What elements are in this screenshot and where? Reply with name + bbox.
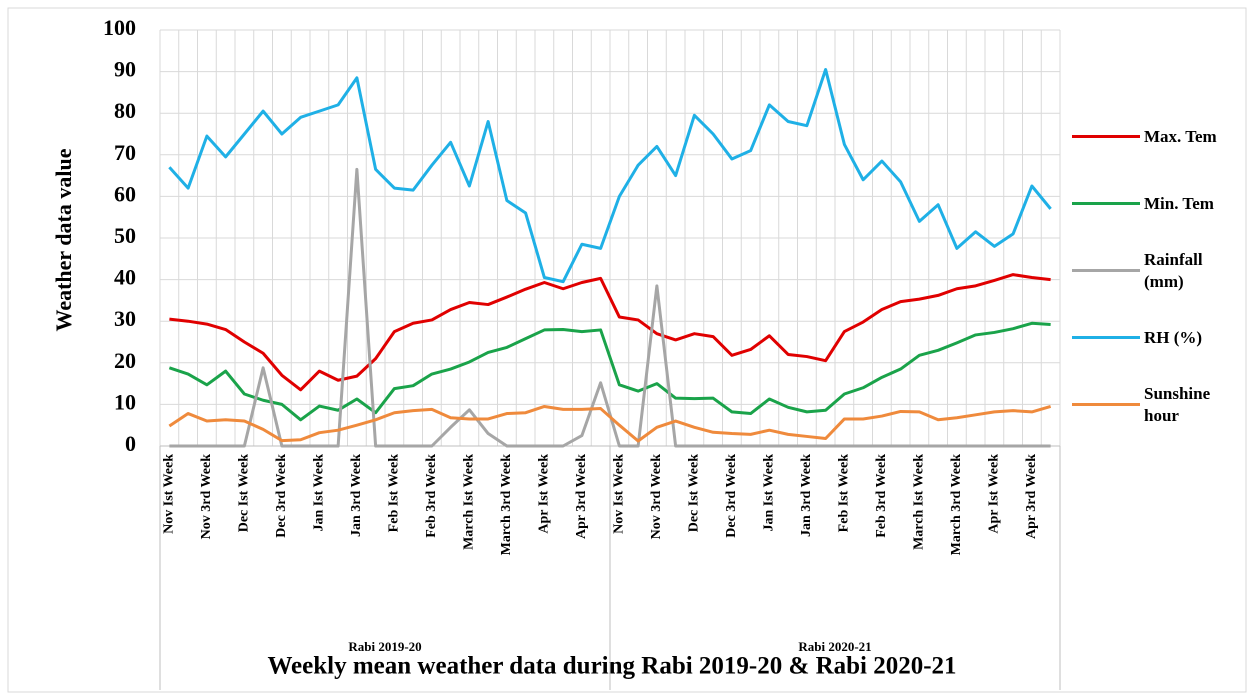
x-tick-label: Feb Ist Week	[837, 454, 852, 533]
x-tick-label: Dec 3rd Week	[274, 454, 289, 538]
x-tick-label: Nov Ist Week	[162, 454, 177, 534]
y-tick-label: 80	[114, 98, 136, 123]
legend-label: Sunshine hour	[1144, 383, 1211, 425]
legend-label: RH (%)	[1144, 327, 1203, 347]
x-tick-label: Apr Ist Week	[987, 454, 1002, 534]
series-line	[169, 273, 1051, 392]
x-tick-label: Feb Ist Week	[387, 454, 402, 533]
x-tick-label: Jan Ist Week	[312, 454, 327, 532]
series-line	[168, 68, 1052, 284]
x-tick-label: Dec Ist Week	[687, 454, 702, 532]
group-label: Rabi 2020-21	[798, 639, 871, 654]
y-tick-label: 70	[114, 140, 136, 165]
y-tick-label: 0	[125, 431, 136, 456]
x-tick-label: Feb 3rd Week	[874, 454, 889, 538]
y-tick-label: 50	[114, 223, 136, 248]
legend-swatch	[1072, 269, 1140, 272]
x-tick-label: Jan Ist Week	[762, 454, 777, 532]
x-tick-label: Apr 3rd Week	[574, 454, 589, 539]
legend-label: Rainfall (mm)	[1144, 249, 1203, 291]
x-tick-label: March 3rd Week	[499, 454, 514, 556]
y-tick-label: 20	[114, 348, 136, 373]
x-tick-label: Nov 3rd Week	[649, 454, 664, 540]
legend-item: Sunshine hour	[1072, 371, 1247, 438]
series-line	[169, 167, 1051, 448]
x-tick-label: Apr Ist Week	[537, 454, 552, 534]
legend-item: RH (%)	[1072, 304, 1247, 371]
legend-item: Max. Tem	[1072, 103, 1247, 170]
x-tick-label: Nov 3rd Week	[199, 454, 214, 540]
x-tick-label: March Ist Week	[462, 454, 477, 550]
y-tick-label: 40	[114, 265, 136, 290]
legend-swatch	[1072, 202, 1140, 205]
x-tick-label: Feb 3rd Week	[424, 454, 439, 538]
x-tick-label: March Ist Week	[912, 454, 927, 550]
legend-item: Rainfall (mm)	[1072, 237, 1247, 304]
x-tick-label: March 3rd Week	[949, 454, 964, 556]
legend-swatch	[1072, 135, 1140, 138]
y-axis-label: Weather data value	[51, 148, 76, 331]
x-tick-label: Dec 3rd Week	[724, 454, 739, 538]
legend-swatch	[1072, 403, 1140, 406]
y-tick-label: 10	[114, 389, 136, 414]
y-tick-label: 60	[114, 181, 136, 206]
series-line	[168, 321, 1051, 422]
group-label: Rabi 2019-20	[348, 639, 421, 654]
chart-title: Weekly mean weather data during Rabi 201…	[267, 653, 956, 680]
legend-swatch	[1072, 336, 1140, 339]
x-tick-label: Jan 3rd Week	[799, 454, 814, 537]
y-tick-label: 100	[103, 15, 136, 40]
legend: Max. Tem Min. Tem Rainfall (mm) RH (%) Sunsh…	[1072, 103, 1247, 438]
chart-frame	[7, 7, 1247, 693]
legend-label: Max. Tem	[1144, 126, 1217, 146]
y-tick-label: 90	[114, 57, 136, 82]
x-tick-label: Apr 3rd Week	[1024, 454, 1039, 539]
legend-label: Min. Tem	[1144, 193, 1214, 213]
x-tick-label: Nov Ist Week	[612, 454, 627, 534]
x-tick-label: Jan 3rd Week	[349, 454, 364, 537]
x-tick-label: Dec Ist Week	[237, 454, 252, 532]
legend-item: Min. Tem	[1072, 170, 1247, 237]
series-line	[168, 404, 1052, 443]
y-tick-label: 30	[114, 306, 136, 331]
